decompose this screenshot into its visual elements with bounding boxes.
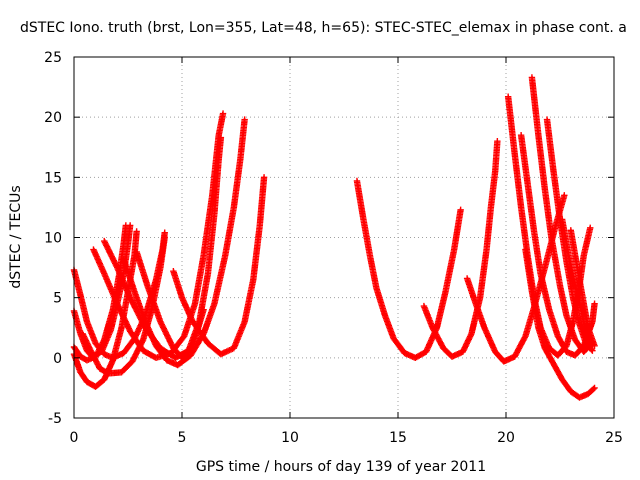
- y-axis-label: dSTEC / TECUs: [8, 185, 24, 288]
- data-point: [199, 331, 206, 339]
- data-point: [588, 341, 595, 348]
- axis-ticks: 0 5 10 15 20 25 -5 0 5 10 15 20 25: [44, 50, 623, 446]
- data-point: [521, 334, 528, 341]
- data-point: [587, 224, 594, 232]
- data-point: [561, 192, 568, 199]
- data-point: [122, 222, 130, 229]
- data-series: [543, 116, 596, 354]
- data-point: [589, 342, 596, 349]
- y-tick-label: -5: [48, 411, 62, 427]
- data-series: [79, 234, 168, 377]
- data-point: [241, 116, 248, 123]
- x-tick-label: 5: [178, 430, 187, 446]
- data-point: [161, 234, 168, 241]
- x-tick-label: 0: [70, 430, 79, 446]
- chart-title: dSTEC Iono. truth (brst, Lon=355, Lat=48…: [20, 20, 627, 36]
- data-series: [567, 227, 598, 349]
- data-point: [591, 384, 598, 392]
- data-point: [590, 385, 597, 393]
- data-series: [120, 116, 248, 369]
- data-point: [133, 228, 140, 235]
- data-point: [200, 306, 207, 313]
- data-point: [100, 337, 107, 345]
- data-point: [591, 300, 598, 307]
- data-series: [353, 177, 464, 362]
- data-point: [260, 174, 268, 181]
- data-point: [219, 110, 227, 117]
- data-point: [217, 134, 225, 141]
- data-point: [457, 206, 464, 214]
- x-axis-label: GPS time / hours of day 139 of year 2011: [196, 459, 486, 475]
- data-series: [528, 74, 596, 356]
- y-tick-label: 20: [44, 110, 62, 126]
- y-tick-label: 10: [44, 231, 62, 247]
- x-tick-label: 10: [281, 430, 299, 446]
- y-tick-label: 15: [44, 170, 62, 186]
- y-tick-label: 25: [44, 50, 62, 66]
- data-series: [558, 216, 596, 349]
- x-tick-label: 15: [389, 430, 407, 446]
- data-series: [90, 110, 227, 362]
- x-tick-label: 25: [605, 430, 623, 446]
- data-marks: [70, 74, 598, 401]
- data-point: [494, 138, 501, 145]
- data-series: [170, 174, 268, 358]
- y-tick-label: 5: [53, 291, 62, 307]
- y-tick-label: 0: [53, 351, 62, 367]
- data-series: [522, 246, 598, 401]
- data-series: [420, 138, 501, 360]
- x-tick-label: 20: [497, 430, 515, 446]
